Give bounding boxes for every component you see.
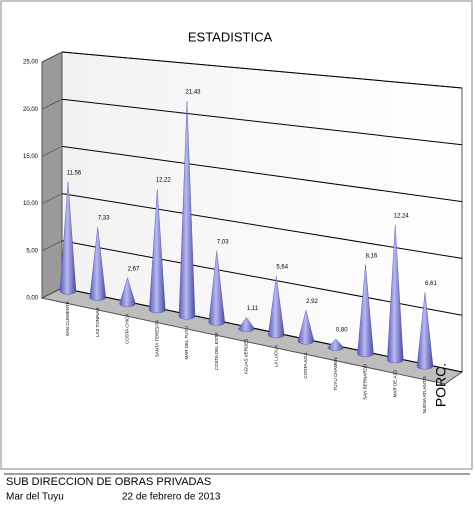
x-tick-label: LAS TONINAS — [95, 308, 100, 338]
x-tick-label: SANTA TERESITA — [154, 320, 159, 357]
side-grid-line — [41, 287, 63, 299]
grid-line — [61, 51, 463, 89]
x-tick-label: COSTA AZUL — [303, 351, 308, 379]
x-tick-label: LA LUCILA — [273, 345, 278, 367]
y-tick-label: 15,00 — [23, 154, 39, 160]
cone — [327, 338, 344, 351]
value-label: 2,67 — [128, 266, 140, 272]
side-grid-line — [41, 193, 63, 204]
x-tick-label: AGUAS VERDES — [244, 339, 249, 375]
cone — [416, 292, 434, 370]
y-tick-label: 25,00 — [23, 60, 39, 66]
x-tick-label: TUYU CHAMEN — [333, 357, 338, 390]
side-grid-line — [41, 146, 63, 157]
cone — [268, 275, 285, 339]
value-label: 11,56 — [67, 170, 82, 176]
side-grid-line — [41, 240, 63, 252]
side-wall — [41, 51, 63, 299]
y-tick-label: 10,00 — [23, 201, 39, 207]
value-label: 2,92 — [306, 299, 318, 305]
value-label: 0,80 — [336, 327, 348, 333]
cone — [357, 264, 374, 357]
cone — [297, 310, 315, 345]
value-label: 21,43 — [185, 90, 201, 96]
value-label: 12,24 — [394, 213, 410, 219]
grid-line — [61, 98, 463, 146]
cone — [208, 250, 225, 326]
x-tick-label: SAN CLEMENTE — [65, 301, 70, 336]
value-label: 12,22 — [156, 178, 172, 184]
value-label: 7,03 — [217, 239, 229, 245]
footer-department: SUB DIRECCION DE OBRAS PRIVADAS — [6, 476, 211, 488]
cone — [149, 189, 166, 314]
value-label: 1,11 — [247, 306, 259, 312]
frame — [0, 0, 473, 470]
x-tick-label: SAN BERNARDO — [363, 363, 368, 400]
value-label: 7,33 — [98, 216, 110, 222]
x-tick-label: COSTA CHICA — [125, 314, 130, 344]
chart-title: ESTADISTICA — [188, 29, 273, 44]
cone — [238, 316, 255, 332]
y-tick-label: 0,00 — [26, 296, 38, 302]
grid-line — [61, 145, 463, 203]
cone — [387, 224, 404, 364]
x-tick-label: MAR DEL TUYU — [184, 326, 189, 359]
value-label: 8,16 — [366, 253, 378, 259]
y-tick-label: 5,00 — [26, 248, 38, 254]
back-wall — [61, 51, 463, 373]
x-tick-label: MAR DE AJO — [392, 369, 397, 397]
cone — [178, 101, 196, 320]
y-tick-label: 20,00 — [23, 107, 39, 113]
value-label: 5,64 — [276, 265, 288, 271]
cone — [89, 227, 106, 301]
footer-date: 22 de febrero de 2013 — [122, 492, 221, 503]
cone — [59, 181, 77, 295]
series-label: PORC. — [433, 363, 449, 407]
cone — [119, 277, 136, 307]
side-grid-line — [41, 51, 63, 63]
footer-place: Mar del Tuyu — [6, 492, 64, 503]
side-grid-line — [41, 98, 63, 110]
x-tick-label: NUEVA ATLANTIS — [422, 376, 427, 413]
x-tick-label: COSTA DEL ESTE — [214, 332, 219, 370]
value-label: 6,61 — [425, 281, 437, 287]
